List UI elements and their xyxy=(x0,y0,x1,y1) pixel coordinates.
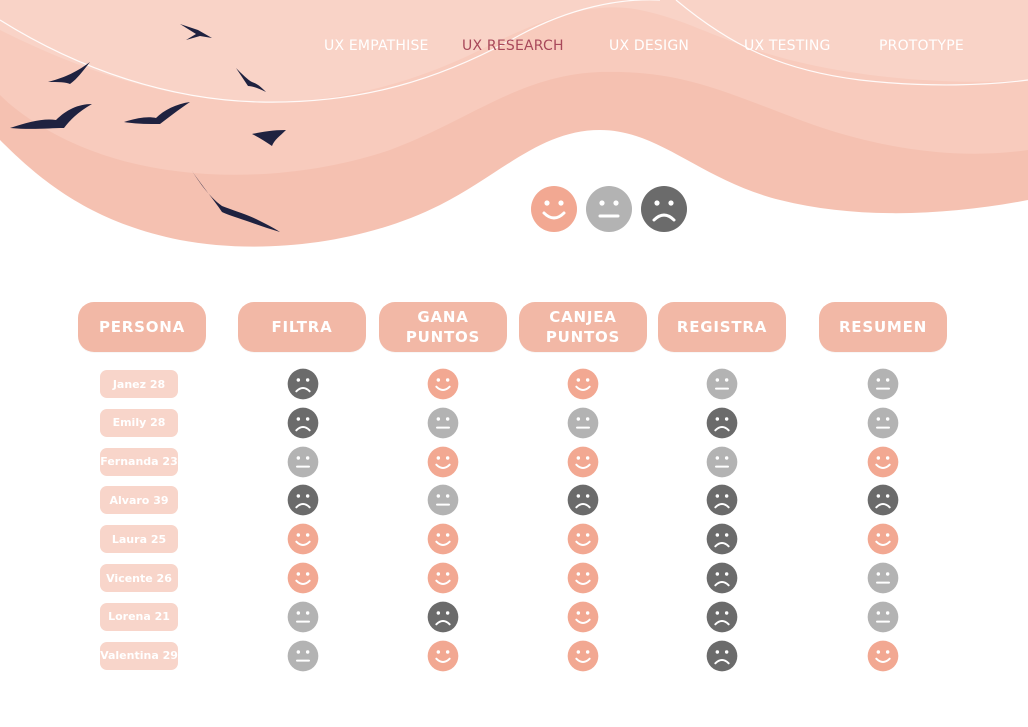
neutral-face-icon xyxy=(706,446,738,477)
happy-face-icon xyxy=(427,562,459,594)
neutral-face-icon xyxy=(867,601,899,633)
nav-item-ux-research[interactable]: UX RESEARCH xyxy=(462,38,564,54)
sad-face-icon xyxy=(706,523,738,555)
nav-item-ux-empathise[interactable]: UX EMPATHISE xyxy=(324,38,429,54)
happy-face-icon xyxy=(567,640,599,671)
column-header-resumen: RESUMEN xyxy=(819,302,947,352)
column-header-persona: PERSONA xyxy=(78,302,206,352)
neutral-face-icon xyxy=(287,446,319,477)
sad-face-icon xyxy=(427,601,459,633)
bird-icon xyxy=(252,130,286,146)
persona-name: Fernanda 23 xyxy=(100,447,178,476)
sad-face-icon xyxy=(706,407,738,439)
bird-icon xyxy=(180,24,212,40)
sad-face-icon xyxy=(287,407,319,439)
neutral-face-icon xyxy=(567,407,599,439)
neutral-face-icon xyxy=(706,368,738,400)
neutral-face-icon xyxy=(287,640,319,671)
sad-face-icon xyxy=(706,562,738,594)
persona-name: Emily 28 xyxy=(100,408,178,437)
bird-icon xyxy=(48,62,90,84)
happy-face-icon xyxy=(427,446,459,477)
persona-name: Vicente 26 xyxy=(100,564,178,592)
sad-face-icon xyxy=(867,485,899,516)
wave-front xyxy=(0,0,1028,103)
sad-face-icon xyxy=(706,485,738,516)
sad-face-icon xyxy=(706,601,738,633)
sad-face-icon xyxy=(287,368,319,400)
neutral-face-icon xyxy=(586,186,632,232)
sad-face-icon xyxy=(641,186,687,232)
bird-icon xyxy=(124,102,190,124)
happy-face-icon xyxy=(427,368,459,400)
neutral-face-icon xyxy=(867,368,899,400)
happy-face-icon xyxy=(867,523,899,555)
top-navigation: UX EMPATHISE UX RESEARCH UX DESIGN UX TE… xyxy=(0,38,1028,62)
sad-face-icon xyxy=(567,485,599,516)
bird-icon xyxy=(236,68,266,92)
wave-line-1 xyxy=(0,0,660,103)
happy-face-icon xyxy=(287,562,319,594)
neutral-face-icon xyxy=(427,407,459,439)
hero-wave-illustration xyxy=(0,0,1028,247)
neutral-face-icon xyxy=(867,407,899,439)
neutral-face-icon xyxy=(867,562,899,594)
sad-face-icon xyxy=(706,640,738,671)
persona-name: Lorena 21 xyxy=(100,602,178,631)
nav-item-ux-design[interactable]: UX DESIGN xyxy=(609,38,690,54)
nav-item-ux-testing[interactable]: UX TESTING xyxy=(744,38,831,54)
happy-face-icon xyxy=(427,523,459,555)
persona-name: Janez 28 xyxy=(100,370,178,398)
neutral-face-icon xyxy=(287,601,319,633)
persona-name: Laura 25 xyxy=(100,525,178,554)
column-header-canjea-puntos: CANJEA PUNTOS xyxy=(519,302,647,352)
happy-face-icon xyxy=(567,562,599,594)
happy-face-icon xyxy=(567,523,599,555)
happy-face-icon xyxy=(427,640,459,671)
happy-face-icon xyxy=(867,640,899,671)
happy-face-icon xyxy=(287,523,319,555)
happy-face-icon xyxy=(567,601,599,633)
neutral-face-icon xyxy=(427,485,459,516)
column-header-filtra: FILTRA xyxy=(238,302,366,352)
mood-legend xyxy=(530,185,690,235)
column-header-gana-puntos: GANA PUNTOS xyxy=(379,302,507,352)
happy-face-icon xyxy=(567,368,599,400)
happy-face-icon xyxy=(531,186,577,232)
happy-face-icon xyxy=(867,446,899,477)
bird-icon xyxy=(10,104,92,129)
persona-name: Alvaro 39 xyxy=(100,486,178,515)
persona-name: Valentina 29 xyxy=(100,641,178,670)
happy-face-icon xyxy=(567,446,599,477)
sad-face-icon xyxy=(287,485,319,516)
nav-item-prototype[interactable]: PROTOTYPE xyxy=(879,38,964,54)
wave-line-2 xyxy=(675,0,1028,86)
column-header-registra: REGISTRA xyxy=(658,302,786,352)
